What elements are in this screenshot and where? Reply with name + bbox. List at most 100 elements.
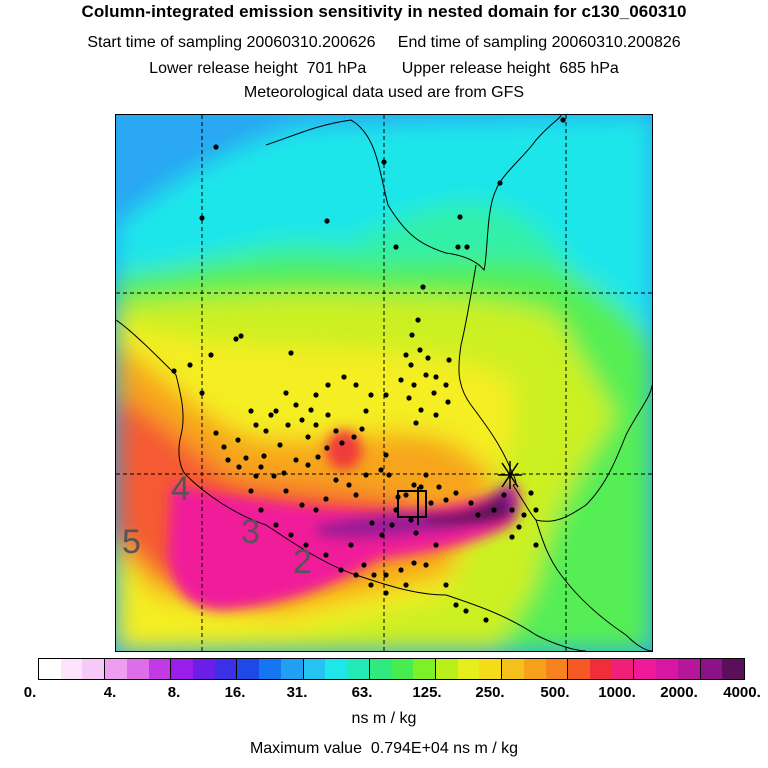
observation-dot: [475, 512, 481, 518]
observation-dot: [509, 534, 515, 540]
observation-dot: [221, 444, 227, 450]
star-marker: [498, 461, 522, 489]
colorbar-segment: [148, 659, 172, 679]
observation-dot: [351, 434, 357, 440]
observation-dot: [258, 464, 264, 470]
observation-dot: [425, 355, 431, 361]
colorbar-segment: [568, 659, 590, 679]
observation-dot: [353, 492, 359, 498]
observation-dot: [305, 462, 311, 468]
observation-dot: [248, 488, 254, 494]
observation-dot: [253, 473, 259, 479]
observation-dot: [446, 357, 452, 363]
observation-dot: [398, 567, 404, 573]
observation-dot: [453, 602, 459, 608]
observation-dot: [501, 492, 507, 498]
observation-dot: [431, 390, 437, 396]
observation-dot: [299, 417, 305, 423]
observation-dot: [283, 488, 289, 494]
observation-dot: [213, 430, 219, 436]
observation-dot: [533, 542, 539, 548]
observation-dot: [353, 572, 359, 578]
observation-dot: [516, 524, 522, 530]
observation-dot: [453, 490, 459, 496]
sampling-time-line: Start time of sampling 20060310.200626 E…: [87, 34, 681, 51]
observation-dot: [261, 453, 267, 459]
observation-dot: [509, 507, 515, 513]
colorbar-segment: [722, 659, 744, 679]
observation-dot: [208, 352, 214, 358]
colorbar-segment: [479, 659, 503, 679]
observation-dot: [303, 542, 309, 548]
colorbar-segment: [700, 659, 723, 679]
observation-dot: [271, 473, 277, 479]
colorbar-segment: [259, 659, 281, 679]
observation-dot: [398, 377, 404, 383]
observation-dot: [368, 582, 374, 588]
observation-dot: [408, 362, 414, 368]
observation-dot: [187, 362, 193, 368]
observation-dot: [464, 244, 470, 250]
colorbar-segment: [347, 659, 370, 679]
observation-dot: [417, 347, 423, 353]
observation-dot: [171, 368, 177, 374]
observation-dot: [333, 428, 339, 434]
observation-dot: [324, 445, 330, 451]
observation-dot: [313, 422, 319, 428]
observation-dot: [443, 497, 449, 503]
observation-dot: [368, 392, 374, 398]
observation-dot: [199, 215, 205, 221]
observation-dot: [409, 332, 415, 338]
observation-dot: [288, 532, 294, 538]
observation-dot: [418, 407, 424, 413]
observation-dot: [253, 422, 259, 428]
maximum-value: Maximum value 0.794E+04 ns m / kg: [249, 740, 519, 757]
observation-dot: [528, 490, 534, 496]
observation-dot: [315, 454, 321, 460]
observation-dot: [369, 520, 375, 526]
observation-dot: [339, 440, 345, 446]
colorbar-segment: [60, 659, 83, 679]
observation-dot: [436, 484, 442, 490]
colorbar-units: ns m / kg: [351, 710, 417, 727]
observation-dot: [560, 117, 566, 123]
observation-dot: [299, 502, 305, 508]
observation-dot: [281, 470, 287, 476]
observation-dot: [406, 395, 412, 401]
colorbar-tick-label: 1000.: [598, 684, 636, 701]
observation-dot: [533, 507, 539, 513]
colorbar-segment: [126, 659, 149, 679]
observation-dot: [433, 412, 439, 418]
observation-dot: [308, 407, 314, 413]
observation-dot: [433, 374, 439, 380]
observation-dot: [418, 484, 424, 490]
colorbar-tick-label: 250.: [475, 684, 505, 701]
release-height-line: Lower release height 701 hPa Upper relea…: [149, 60, 619, 77]
colorbar-tick-label: 500.: [540, 684, 570, 701]
observation-dot: [324, 218, 330, 224]
observation-dot: [361, 562, 367, 568]
colorbar-tick-label: 2000.: [660, 684, 698, 701]
observation-dot: [359, 426, 365, 432]
observation-dot: [379, 532, 385, 538]
colorbar-segment: [457, 659, 480, 679]
observation-dot: [491, 507, 497, 513]
observation-dot: [346, 482, 352, 488]
observation-dot: [325, 382, 331, 388]
observation-dot: [433, 542, 439, 548]
colorbar-segment: [391, 659, 414, 679]
contour-label-3: 3: [241, 513, 260, 551]
observation-dot: [455, 244, 461, 250]
colorbar-tick-label: 63.: [351, 684, 373, 701]
observation-dot: [363, 472, 369, 478]
colorbar-segment: [39, 659, 61, 679]
observation-dot: [468, 500, 474, 506]
observation-dot: [313, 392, 319, 398]
observation-dot: [383, 452, 389, 458]
colorbar-segment: [325, 659, 348, 679]
observation-dot: [411, 482, 417, 488]
colorbar-segment: [611, 659, 635, 679]
met-data-line: Meteorological data used are from GFS: [243, 84, 525, 101]
observation-dot: [383, 392, 389, 398]
emission-sensitivity-map: 4 5 3 2: [115, 114, 653, 652]
